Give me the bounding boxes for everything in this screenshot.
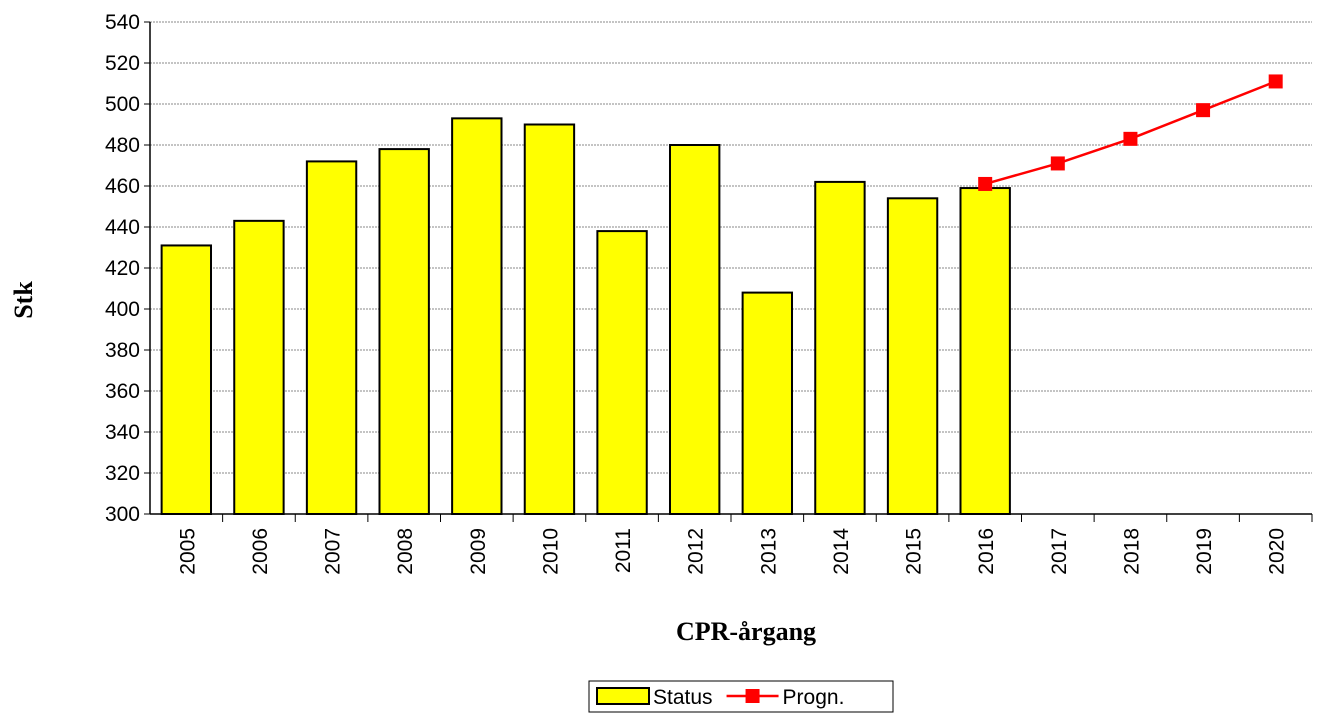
marker: [1196, 103, 1211, 118]
x-tick-label: 2012: [685, 528, 708, 575]
legend-swatch: [596, 687, 650, 705]
x-tick-label: 2010: [539, 528, 562, 575]
marker: [1268, 74, 1283, 89]
bar: [378, 148, 430, 515]
y-tick-label: 440: [105, 216, 140, 239]
x-tick-label: 2019: [1193, 528, 1216, 575]
bar: [959, 187, 1011, 516]
x-tick-label: 2008: [394, 528, 417, 575]
x-tick-label: 2020: [1266, 528, 1289, 575]
bar: [596, 230, 648, 515]
x-tick-label: 2018: [1120, 528, 1143, 575]
y-axis-title: Stk: [9, 281, 38, 319]
marker: [1123, 131, 1138, 146]
x-tick-label: 2011: [612, 528, 635, 573]
x-tick-label: 2017: [1048, 528, 1071, 575]
x-tick-label: 2009: [467, 528, 490, 575]
legend-label: Status: [653, 686, 713, 709]
x-tick-label: 2015: [903, 528, 926, 575]
bar: [233, 219, 285, 515]
y-tick-label: 460: [105, 175, 140, 198]
bar: [305, 160, 358, 515]
x-tick-label: 2005: [176, 528, 199, 575]
marker: [1050, 156, 1065, 171]
legend-label: Progn.: [783, 686, 845, 709]
x-axis-title: CPR-årgang: [676, 617, 816, 646]
legend: Status Progn.: [588, 680, 894, 713]
y-tick-label: 500: [105, 93, 140, 116]
bar: [160, 244, 213, 515]
x-tick-label: 2007: [322, 528, 345, 575]
y-tick-label: 320: [105, 462, 140, 485]
y-tick-label: 520: [105, 52, 140, 75]
y-tick-label: 400: [105, 298, 140, 321]
x-tick-label: 2006: [249, 528, 272, 575]
legend-marker: [745, 689, 760, 703]
bar: [523, 123, 576, 515]
y-tick-label: 300: [105, 503, 140, 526]
x-tick-label: 2016: [975, 528, 998, 575]
bar: [451, 117, 503, 515]
bar: [886, 197, 939, 516]
y-tick-label: 540: [105, 11, 140, 34]
y-tick-label: 340: [105, 421, 140, 444]
bar: [668, 144, 721, 515]
y-tick-label: 420: [105, 257, 140, 280]
y-tick-label: 380: [105, 339, 140, 362]
y-tick-label: 360: [105, 380, 140, 403]
bar: [741, 291, 794, 515]
y-tick-label: 480: [105, 134, 140, 157]
x-tick-label: 2013: [757, 528, 780, 575]
x-tick-label: 2014: [830, 528, 853, 575]
marker: [978, 176, 993, 191]
bar: [814, 180, 866, 515]
